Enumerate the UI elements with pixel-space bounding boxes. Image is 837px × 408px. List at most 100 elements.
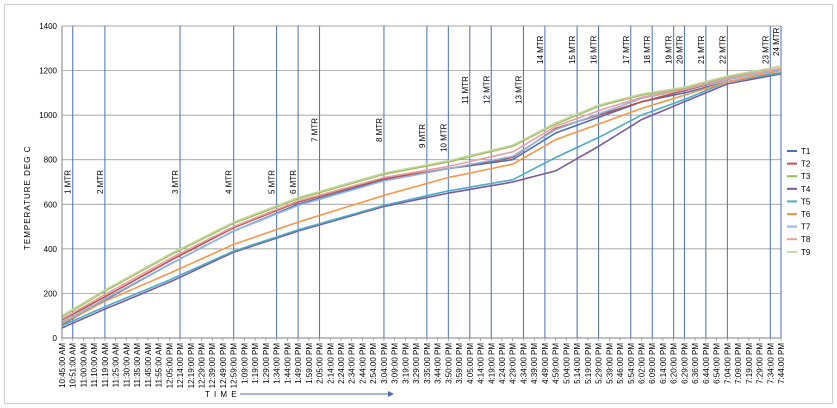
x-tick-label: 1:09:00 PM	[240, 343, 249, 384]
x-axis-title-arrowhead	[388, 391, 394, 397]
marker-label: 14 MTR	[536, 35, 545, 64]
x-tick-label: 3:09:00 PM	[391, 343, 400, 384]
x-tick-label: 12:19:00 PM	[187, 343, 196, 389]
legend-label: T5	[801, 197, 811, 206]
x-tick-label: 5:46:00 PM	[616, 343, 625, 384]
y-tick-label: 200	[44, 289, 58, 298]
legend: T1 T2 T3 T4 T5 T6 T7 T8 T9	[787, 147, 811, 257]
x-tick-label: 6:14:00 PM	[659, 343, 668, 384]
x-tick-label: 12:59:00 PM	[230, 343, 239, 389]
x-tick-label: 3:35:00 PM	[423, 343, 432, 384]
marker-label: 11 MTR	[461, 76, 470, 104]
x-axis-title: T I M E	[205, 390, 238, 399]
series-line-t5	[61, 72, 782, 327]
x-tick-label: 11:45:00 AM	[144, 343, 153, 388]
x-tick-label: 6:02:00 PM	[637, 343, 646, 384]
x-tick-label: 1:49:00 PM	[294, 343, 303, 384]
y-axis-title: TEMPERATURE DEG C	[23, 146, 32, 250]
x-tick-label: 10:51:00 AM	[69, 343, 78, 388]
y-tick-label: 800	[44, 156, 58, 165]
marker-label: 1 MTR	[64, 170, 73, 194]
marker-label: 13 MTR	[514, 75, 523, 104]
marker-label: 18 MTR	[643, 35, 652, 64]
x-tick-label: 7:34:00 PM	[766, 343, 775, 384]
x-tick-label: 12:05:00 PM	[165, 343, 174, 389]
legend-label: T3	[801, 172, 811, 181]
marker-label: 4 MTR	[225, 170, 234, 194]
x-tick-label: 4:24:00 PM	[498, 343, 507, 384]
marker-label: 15 MTR	[568, 35, 577, 64]
x-tick-label: 5:39:00 PM	[605, 343, 614, 384]
series-line-t8	[61, 67, 782, 320]
x-tick-label: 7:04:00 PM	[723, 343, 732, 384]
x-tick-label: 4:49:00 PM	[541, 343, 550, 384]
x-tick-label: 3:19:00 PM	[401, 343, 410, 384]
x-tick-label: 5:29:00 PM	[595, 343, 604, 384]
marker-label: 21 MTR	[697, 35, 706, 64]
x-tick-label: 12:49:00 PM	[219, 343, 228, 389]
x-tick-label: 11:10:00 AM	[90, 343, 99, 388]
y-tick-label: 1200	[39, 67, 57, 76]
series-lines	[61, 65, 782, 329]
x-tick-label: 5:54:00 PM	[627, 343, 636, 384]
series-line-t3	[61, 65, 782, 318]
marker-label: 19 MTR	[665, 35, 674, 64]
x-tick-label: 1:19:00 PM	[251, 343, 260, 384]
x-tick-label: 1:29:00 PM	[262, 343, 271, 384]
x-tick-label: 6:36:00 PM	[691, 343, 700, 384]
marker-label: 24 MTR	[772, 27, 781, 56]
marker-label: 16 MTR	[590, 35, 599, 64]
x-tick-label: 2:54:00 PM	[369, 343, 378, 384]
x-tick-label: 7:29:00 PM	[756, 343, 765, 384]
x-tick-label: 6:29:00 PM	[680, 343, 689, 384]
x-tick-label: 2:34:00 PM	[348, 343, 357, 384]
x-tick-label: 10:45:00 AM	[58, 343, 67, 388]
x-tick-label: 1:34:00 PM	[273, 343, 282, 384]
x-tick-label: 3:04:00 PM	[380, 343, 389, 384]
marker-label: 7 MTR	[311, 118, 320, 142]
legend-label: T8	[801, 235, 811, 244]
x-tick-label: 11:25:00 AM	[112, 343, 121, 388]
x-tick-label: 2:24:00 PM	[337, 343, 346, 384]
series-line-t9	[61, 65, 782, 317]
x-tick-label: 4:19:00 PM	[487, 343, 496, 384]
legend-label: T4	[801, 185, 811, 194]
x-tick-label: 1:44:00 PM	[283, 343, 292, 384]
x-tick-label: 3:59:00 PM	[455, 343, 464, 384]
y-tick-label: 400	[44, 245, 58, 254]
gridlines	[62, 25, 781, 339]
x-tick-label: 5:04:00 PM	[562, 343, 571, 384]
x-tick-label: 3:50:00 PM	[444, 343, 453, 384]
x-tick-label: 6:44:00 PM	[702, 343, 711, 384]
series-line-t7	[61, 68, 782, 324]
x-tick-label: 1:59:00 PM	[305, 343, 314, 384]
marker-label: 9 MTR	[418, 124, 427, 148]
series-line-t6	[61, 69, 782, 325]
y-tick-label: 0	[53, 334, 58, 343]
x-tick-label: 6:20:00 PM	[670, 343, 679, 384]
meter-marker-lines: 1 MTR 2 MTR 3 MTR 4 MTR 5 MTR 6 MTR 7 MTR 8 MTR…	[64, 26, 782, 338]
x-tick-label: 5:14:00 PM	[573, 343, 582, 384]
x-tick-label: 5:19:00 PM	[584, 343, 593, 384]
marker-label: 5 MTR	[268, 170, 277, 194]
marker-label: 10 MTR	[439, 123, 448, 152]
axes	[61, 26, 781, 339]
y-tick-labels: 0 200 400 600 800 1000 1200 1400	[39, 22, 57, 343]
x-tick-label: 12:39:00 PM	[208, 343, 217, 389]
marker-label: 3 MTR	[171, 170, 180, 194]
x-tick-label: 2:14:00 PM	[326, 343, 335, 384]
x-tick-label: 2:05:00 PM	[316, 343, 325, 384]
x-tick-label: 7:19:00 PM	[745, 343, 754, 384]
marker-label: 23 MTR	[761, 35, 770, 64]
x-tick-label: 11:19:00 AM	[101, 343, 110, 388]
marker-label: 12 MTR	[482, 75, 491, 104]
x-tick-label: 11:35:00 AM	[133, 343, 142, 388]
x-tick-label: 12:29:00 PM	[198, 343, 207, 389]
marker-label: 17 MTR	[622, 35, 631, 64]
x-tick-label: 7:09:00 PM	[734, 343, 743, 384]
x-tick-label: 4:59:00 PM	[552, 343, 561, 384]
legend-label: T7	[801, 223, 811, 232]
x-tick-label: 12:14:00 PM	[176, 343, 185, 389]
y-tick-label: 1400	[39, 22, 57, 31]
